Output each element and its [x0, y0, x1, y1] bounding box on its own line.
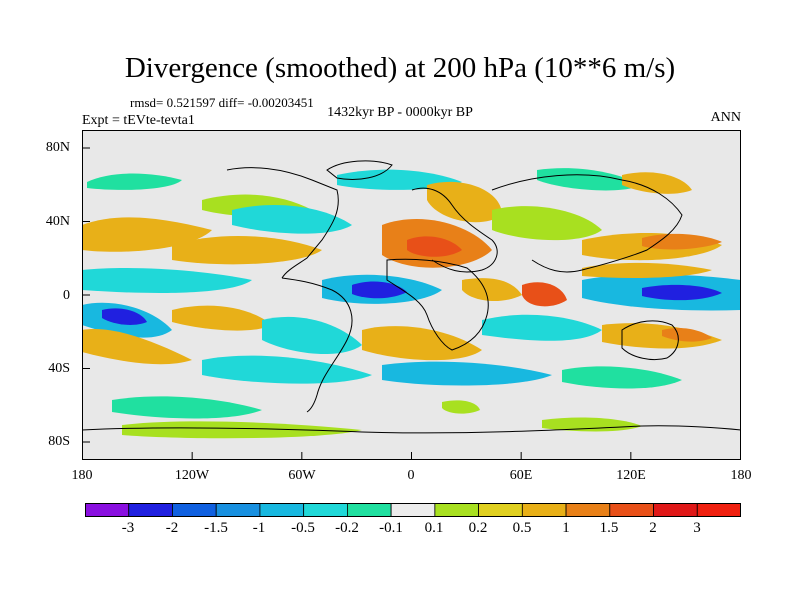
contour-region — [262, 316, 362, 355]
contour-region — [172, 305, 272, 331]
x-tick-label-180e: 180 — [730, 468, 752, 483]
colorbar-label: -1 — [252, 520, 266, 536]
colorbar-label: 1 — [562, 520, 570, 536]
contour-region — [382, 361, 552, 386]
contour-region — [407, 236, 462, 257]
coastline-south-america — [281, 277, 353, 413]
colorbar-swatch — [172, 503, 217, 517]
contour-region — [427, 181, 502, 223]
colorbar-swatch — [653, 503, 698, 517]
contour-region — [542, 417, 642, 432]
experiment-label: Expt = tEVte-tevta1 — [82, 113, 195, 128]
colorbar-label: -1.5 — [204, 520, 228, 536]
colorbar-label: -3 — [121, 520, 135, 536]
colorbar-swatch — [696, 503, 741, 517]
x-tick-label-120w: 120W — [174, 468, 210, 483]
coastline-antarctica — [82, 425, 741, 434]
contour-region — [582, 262, 712, 278]
y-tick-label-80s: 80S — [48, 434, 70, 449]
colorbar-label: -0.1 — [379, 520, 403, 536]
colorbar-swatch — [303, 503, 348, 517]
colorbar-swatch — [85, 503, 130, 517]
x-tick-marks — [82, 452, 741, 460]
colorbar-label: 2 — [649, 520, 657, 536]
colorbar-swatch — [259, 503, 305, 517]
colorbar-swatch — [609, 503, 654, 517]
x-tick-label-180w: 180 — [71, 468, 93, 483]
coastline-australia — [621, 320, 679, 361]
stats-line: rmsd= 0.521597 diff= -0.00203451 — [130, 95, 314, 110]
x-tick-label-120e: 120E — [616, 468, 646, 483]
y-tick-marks — [82, 147, 90, 443]
contour-region — [112, 396, 262, 419]
colorbar-swatch — [215, 503, 261, 517]
contour-region — [537, 168, 642, 191]
colorbar-label: -0.2 — [335, 520, 359, 536]
contour-region — [202, 355, 372, 384]
contour-region — [362, 326, 482, 361]
coastline-europe — [411, 187, 498, 273]
coastline-asia — [491, 174, 683, 273]
x-tick-label-60w: 60W — [288, 468, 316, 483]
contour-region — [642, 284, 722, 301]
contour-region — [522, 282, 567, 307]
colorbar-swatch — [346, 503, 392, 517]
contour-region — [622, 172, 692, 194]
contour-region — [562, 366, 682, 389]
colorbar-swatch — [128, 503, 173, 517]
contour-region — [492, 206, 602, 241]
period-label: 1432kyr BP - 0000kyr BP — [327, 105, 473, 120]
contour-region — [232, 205, 352, 234]
y-tick-label-0: 0 — [63, 288, 70, 303]
season-label: ANN — [710, 110, 741, 125]
colorbar-label: 1.5 — [599, 520, 619, 536]
contour-region — [352, 281, 407, 299]
y-tick-label-40n: 40N — [45, 214, 70, 229]
y-tick-label-80n: 80N — [45, 140, 70, 155]
coastline-greenland — [326, 160, 393, 180]
plot-title: Divergence (smoothed) at 200 hPa (10**6 … — [124, 52, 676, 84]
colorbar-swatch — [478, 503, 523, 517]
x-tick-label-0: 0 — [407, 468, 415, 483]
coastlines — [82, 160, 741, 434]
contour-region — [87, 173, 182, 190]
contour-region — [122, 421, 362, 439]
coastline-north-america — [226, 167, 339, 279]
contour-region — [82, 329, 192, 365]
contour-region — [482, 314, 602, 341]
colorbar-label: -0.5 — [291, 520, 315, 536]
colorbar-swatch — [434, 503, 480, 517]
contour-region — [662, 327, 712, 342]
colorbar-frame — [85, 503, 741, 517]
colorbar-label: 0.1 — [424, 520, 444, 536]
x-tick-label-60e: 60E — [509, 468, 533, 483]
colorbar-swatches — [85, 503, 741, 517]
colorbar-label: -2 — [165, 520, 179, 536]
y-tick-label-40s: 40S — [48, 361, 70, 376]
contour-region — [642, 233, 722, 250]
colorbar-label: 0.2 — [468, 520, 488, 536]
colorbar — [85, 503, 741, 517]
contour-region — [102, 308, 147, 325]
contour-region — [442, 400, 480, 414]
divergence-contours — [82, 168, 741, 439]
contour-region — [462, 278, 522, 302]
colorbar-swatch — [521, 503, 567, 517]
divergence-map — [82, 130, 741, 460]
contour-region — [82, 268, 252, 293]
coastline-africa — [386, 258, 489, 351]
contour-region — [172, 235, 322, 265]
colorbar-swatch — [390, 503, 436, 517]
colorbar-label: 3 — [693, 520, 701, 536]
colorbar-label: 0.5 — [512, 520, 532, 536]
colorbar-swatch — [565, 503, 611, 517]
map-panel — [82, 130, 741, 460]
